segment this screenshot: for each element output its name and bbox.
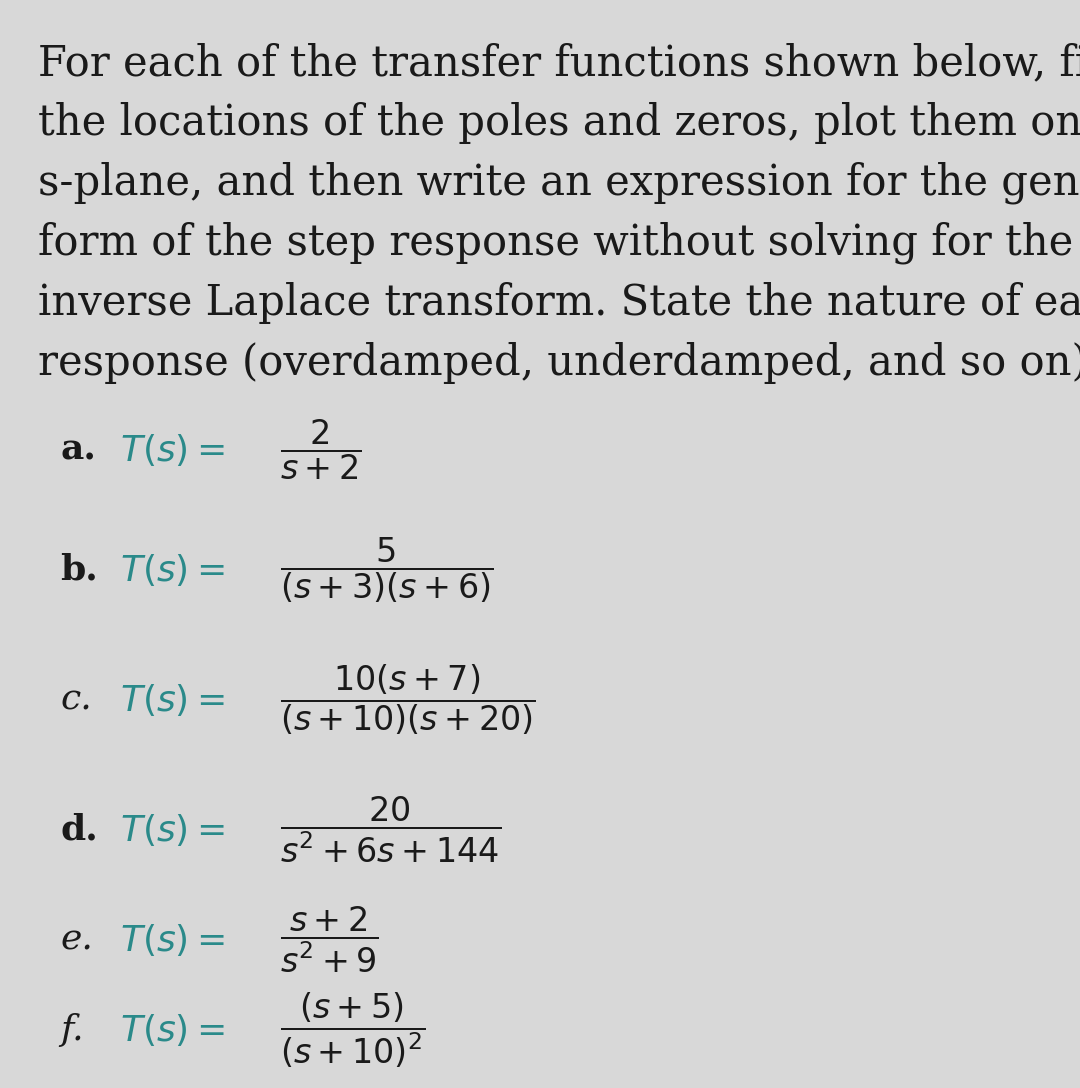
Text: $T(s) =$: $T(s) =$ <box>120 682 225 718</box>
Text: $\dfrac{(s + 5)}{(s + 10)^{2}}$: $\dfrac{(s + 5)}{(s + 10)^{2}}$ <box>280 990 426 1070</box>
Text: $\dfrac{5}{(s + 3)(s + 6)}$: $\dfrac{5}{(s + 3)(s + 6)}$ <box>280 535 494 605</box>
Text: response (overdamped, underdamped, and so on).: response (overdamped, underdamped, and s… <box>38 342 1080 384</box>
Text: $T(s) =$: $T(s) =$ <box>120 552 225 588</box>
Text: form of the step response without solving for the: form of the step response without solvin… <box>38 222 1074 264</box>
Text: s-plane, and then write an expression for the general: s-plane, and then write an expression fo… <box>38 162 1080 205</box>
Text: inverse Laplace transform. State the nature of each: inverse Laplace transform. State the nat… <box>38 282 1080 324</box>
Text: d.: d. <box>60 813 98 846</box>
Text: $T(s) =$: $T(s) =$ <box>120 432 225 468</box>
Text: $T(s) =$: $T(s) =$ <box>120 1012 225 1048</box>
Text: $\dfrac{2}{s + 2}$: $\dfrac{2}{s + 2}$ <box>280 418 362 482</box>
Text: $\dfrac{20}{s^{2} + 6s + 144}$: $\dfrac{20}{s^{2} + 6s + 144}$ <box>280 795 501 865</box>
Text: b.: b. <box>60 553 98 588</box>
Text: $\dfrac{10(s + 7)}{(s + 10)(s + 20)}$: $\dfrac{10(s + 7)}{(s + 10)(s + 20)}$ <box>280 663 536 738</box>
Text: c.: c. <box>60 683 92 717</box>
Text: the locations of the poles and zeros, plot them on the: the locations of the poles and zeros, pl… <box>38 102 1080 144</box>
Text: $\dfrac{s + 2}{s^{2} + 9}$: $\dfrac{s + 2}{s^{2} + 9}$ <box>280 905 379 975</box>
Text: For each of the transfer functions shown below, find: For each of the transfer functions shown… <box>38 42 1080 84</box>
Text: e.: e. <box>60 923 93 957</box>
Text: f.: f. <box>60 1013 83 1047</box>
Text: $T(s) =$: $T(s) =$ <box>120 922 225 959</box>
Text: a.: a. <box>60 433 96 467</box>
Text: $T(s) =$: $T(s) =$ <box>120 812 225 848</box>
